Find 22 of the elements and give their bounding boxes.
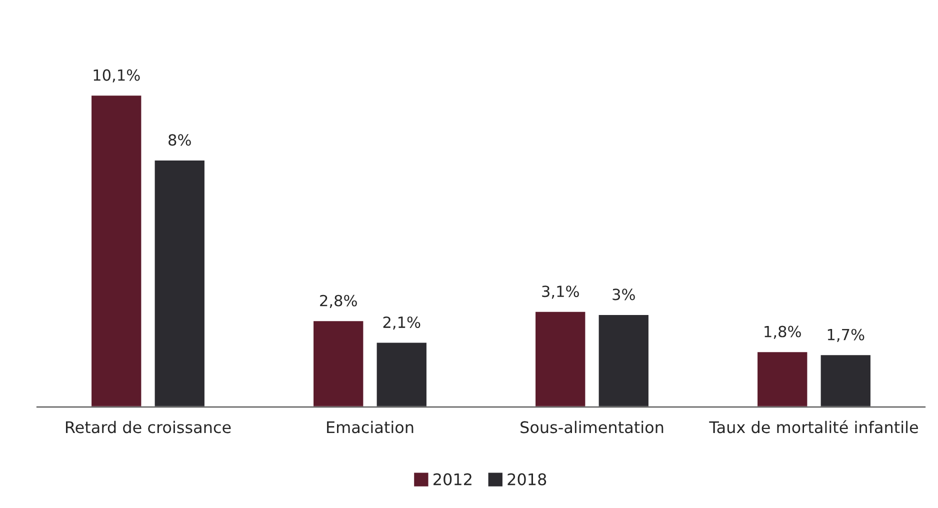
bar <box>312 320 365 407</box>
bar <box>90 94 143 407</box>
data-label: 1,7% <box>828 328 864 342</box>
x-tick-label: Taux de mortalité infantile <box>709 420 918 434</box>
bar <box>756 350 809 407</box>
bar <box>597 314 650 407</box>
legend-label: 2018 <box>508 473 546 486</box>
x-tick-label: Retard de croissance <box>66 420 231 434</box>
data-label: 10,1% <box>94 69 140 82</box>
x-tick-label: Sous-alimentation <box>520 420 664 434</box>
data-label: 3,1% <box>542 286 579 299</box>
bar <box>153 159 206 407</box>
bar <box>819 354 872 407</box>
bar <box>375 341 428 407</box>
data-label: 3% <box>612 288 635 300</box>
data-label: 1,8% <box>764 326 801 339</box>
x-tick-label: Emaciation <box>327 420 414 434</box>
data-label: 8% <box>168 134 191 146</box>
bar <box>534 310 587 407</box>
data-label: 2,8% <box>320 294 357 308</box>
legend-label: 2012 <box>434 473 472 486</box>
data-label: 2,1% <box>383 316 420 330</box>
